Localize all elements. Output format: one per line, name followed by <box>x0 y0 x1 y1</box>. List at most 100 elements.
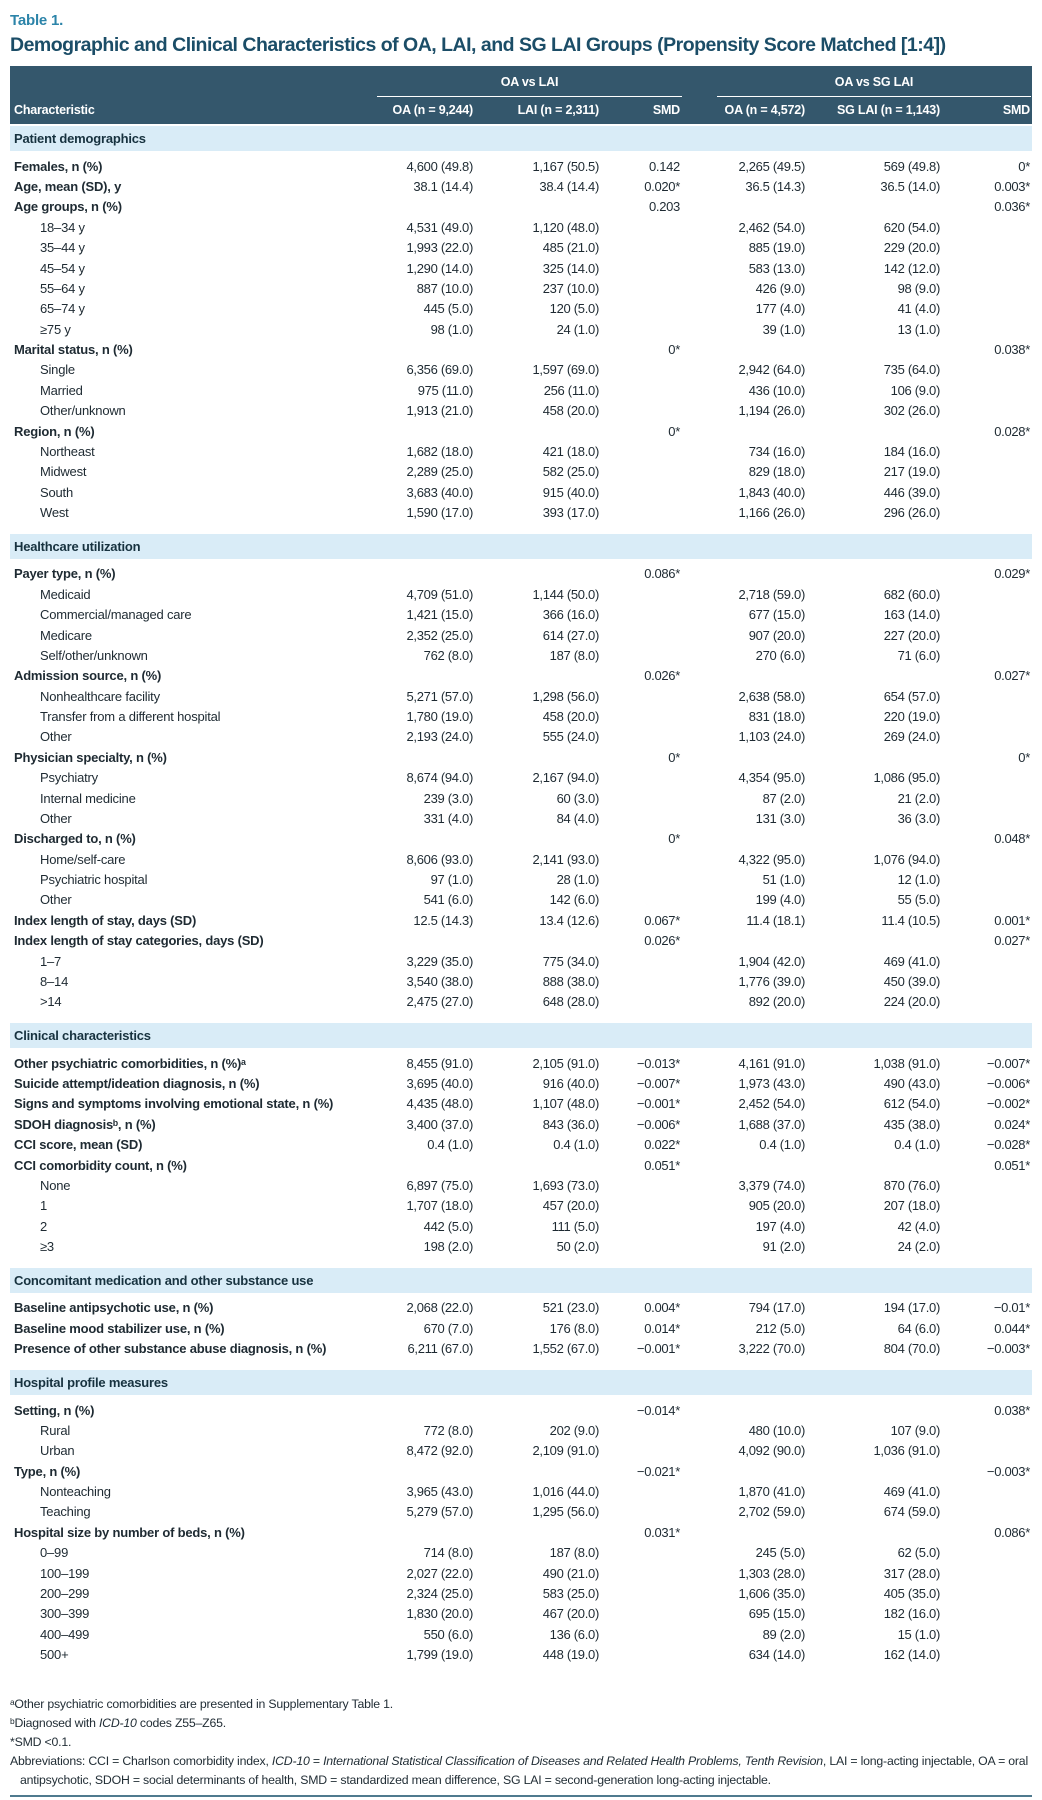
cell-value: 28 (1.0) <box>556 872 600 888</box>
cell-value: 0.051* <box>644 1157 680 1173</box>
cell-value <box>812 1155 947 1175</box>
cell-value <box>606 992 687 1012</box>
cell-value <box>480 1461 606 1481</box>
cell-value <box>812 829 947 849</box>
cell-value <box>606 1175 687 1195</box>
cell-value: 569 (49.8) <box>883 158 941 174</box>
cell-value: 0.029* <box>994 566 1030 582</box>
cell-value <box>947 849 1032 869</box>
cell-value <box>480 564 606 584</box>
cell-value: 2,352 (25.0) <box>406 627 473 643</box>
cell-value: 11.4 (10.5) <box>881 912 940 928</box>
cell-value: 1,194 (26.0) <box>738 403 805 419</box>
group-header-label: OA vs LAI <box>377 75 682 97</box>
cell-value: 541 (6.0) <box>423 892 474 908</box>
cell-value: 0.038* <box>994 342 1030 358</box>
cell-value: 4,435 (48.0) <box>406 1096 473 1112</box>
cell-value: 915 (40.0) <box>542 484 600 500</box>
cell-value: 612 (54.0) <box>883 1096 941 1112</box>
table-row: None 6,897 (75.0) 1,693 (73.0) 3,379 (74.0)… <box>10 1175 1032 1195</box>
cell-value: 734 (16.0) <box>748 443 806 459</box>
table-row: Psychiatry 8,674 (94.0) 2,167 (94.0) 4,354 … <box>10 768 1032 788</box>
table-row: Payer type, n (%) 0.086* 0.029* <box>10 564 1032 584</box>
cell-value: −0.002* <box>986 1096 1030 1112</box>
cell-value <box>365 747 480 767</box>
row-label: Other/unknown <box>40 403 126 419</box>
cell-value: −0.006* <box>636 1116 680 1132</box>
row-label: Midwest <box>40 464 87 480</box>
cell-value: 12.5 (14.3) <box>413 912 473 928</box>
row-label: Other psychiatric comorbidities, n (%)ᵃ <box>14 1055 246 1071</box>
cell-value: 550 (6.0) <box>423 1626 474 1642</box>
cell-value <box>606 1481 687 1501</box>
table-row: ≥75 y 98 (1.0) 24 (1.0) 39 (1.0) 13 (1.0) <box>10 319 1032 339</box>
table-row: 18–34 y 4,531 (49.0) 1,120 (48.0) 2,462 (54… <box>10 217 1032 237</box>
cell-value: 8,472 (92.0) <box>406 1443 473 1459</box>
cell-value <box>687 829 812 849</box>
cell-value: 1,707 (18.0) <box>406 1198 473 1214</box>
cell-value <box>947 278 1032 298</box>
row-label: Other <box>40 729 72 745</box>
cell-value: 136 (6.0) <box>549 1626 600 1642</box>
column-header-oa-n-9244: OA (n = 9,244) <box>365 97 480 124</box>
cell-value <box>606 727 687 747</box>
cell-value: 0.048* <box>994 831 1030 847</box>
footnote-smd: *SMD <0.1. <box>10 1734 72 1749</box>
row-label: Psychiatry <box>40 770 98 786</box>
table-row: 0–99 714 (8.0) 187 (8.0) 245 (5.0) 62 (5.0) <box>10 1543 1032 1563</box>
cell-value: 975 (11.0) <box>417 382 474 398</box>
cell-value: 217 (19.0) <box>883 464 941 480</box>
cell-value: 1,107 (48.0) <box>532 1096 599 1112</box>
row-label: 400–499 <box>40 1626 90 1642</box>
cell-value: 0.4 (1.0) <box>553 1137 599 1153</box>
cell-value: 194 (17.0) <box>883 1300 941 1316</box>
cell-value: 1,590 (17.0) <box>406 505 473 521</box>
cell-value: 36.5 (14.0) <box>880 179 940 195</box>
cell-value: 0.024* <box>994 1116 1030 1132</box>
cell-value: 442 (5.0) <box>423 1218 474 1234</box>
cell-value: 831 (18.0) <box>748 709 806 725</box>
cell-value <box>365 1461 480 1481</box>
row-label: Age, mean (SD), y <box>14 179 122 195</box>
row-label: Other <box>40 810 72 826</box>
cell-value <box>947 1644 1032 1664</box>
cell-value: 325 (14.0) <box>542 260 600 276</box>
cell-value: 198 (2.0) <box>423 1239 474 1255</box>
cell-value: 3,965 (43.0) <box>406 1484 473 1500</box>
column-header-lai-n-2311: LAI (n = 2,311) <box>480 97 606 124</box>
cell-value: 469 (41.0) <box>883 953 941 969</box>
cell-value: 13.4 (12.6) <box>539 912 599 928</box>
row-label: Single <box>40 362 75 378</box>
cell-value <box>365 931 480 951</box>
cell-value: 0* <box>668 749 680 765</box>
cell-value: 583 (13.0) <box>748 260 806 276</box>
cell-value: 1,076 (94.0) <box>873 851 940 867</box>
cell-value: 4,531 (49.0) <box>406 219 473 235</box>
cell-value: 0.004* <box>644 1300 680 1316</box>
cell-value <box>947 727 1032 747</box>
cell-value: 1,688 (37.0) <box>738 1116 805 1132</box>
cell-value: 3,540 (38.0) <box>406 973 473 989</box>
row-label: 300–399 <box>40 1606 90 1622</box>
row-label: Type, n (%) <box>14 1463 81 1479</box>
cell-value: 457 (20.0) <box>542 1198 600 1214</box>
column-header-row: OA (n = 9,244) LAI (n = 2,311) SMD OA (n… <box>10 97 1032 124</box>
cell-value: 735 (64.0) <box>883 362 941 378</box>
row-label: ≥75 y <box>40 321 71 337</box>
table-row: 55–64 y 887 (10.0) 237 (10.0) 426 (9.0) 98 (… <box>10 278 1032 298</box>
row-label: Psychiatric hospital <box>40 872 148 888</box>
cell-value <box>606 1196 687 1216</box>
cell-value <box>947 625 1032 645</box>
row-label: Payer type, n (%) <box>14 566 116 582</box>
cell-value: 84 (4.0) <box>556 810 600 826</box>
cell-value: 1,776 (39.0) <box>738 973 805 989</box>
cell-value <box>606 686 687 706</box>
section-header: Concomitant medication and other substan… <box>10 1267 1032 1293</box>
cell-value <box>947 319 1032 339</box>
table-row: Rural 772 (8.0) 202 (9.0) 480 (10.0) 107 (9.… <box>10 1420 1032 1440</box>
cell-value <box>606 1502 687 1522</box>
row-label: West <box>40 505 69 521</box>
demographics-table: Characteristic OA vs LAI OA vs SG LAI OA… <box>10 66 1032 1665</box>
table-row: Other psychiatric comorbidities, n (%)ᵃ 8… <box>10 1053 1032 1073</box>
cell-value: 614 (27.0) <box>542 627 600 643</box>
